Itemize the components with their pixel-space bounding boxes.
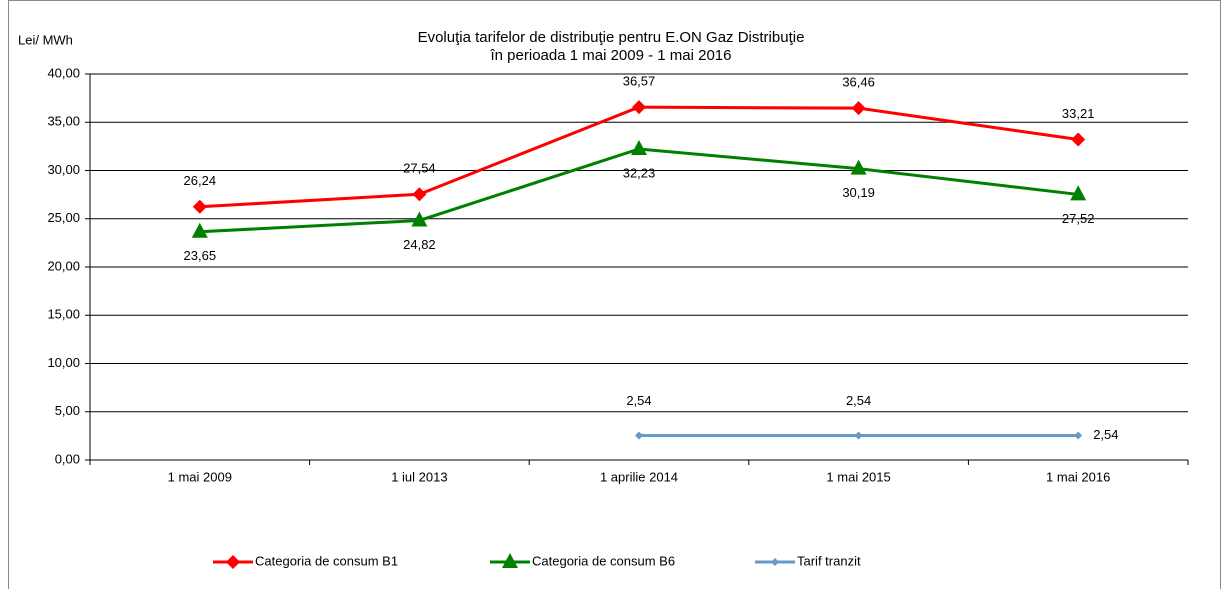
point (191, 222, 208, 238)
x-tick-label: 1 mai 2016 (1046, 469, 1110, 484)
y-tick-label: 5,00 (55, 403, 80, 418)
legend-label: Categoria de consum B6 (532, 553, 675, 568)
x-tick-label: 1 mai 2015 (826, 469, 890, 484)
y-tick-label: 10,00 (47, 355, 80, 370)
chart-frame (8, 0, 1221, 589)
data-label: 2,54 (1093, 427, 1118, 442)
x-tick-label: 1 mai 2009 (168, 469, 232, 484)
data-label: 30,19 (842, 185, 875, 200)
data-label: 36,46 (842, 75, 875, 90)
y-tick-label: 35,00 (47, 114, 80, 129)
point (635, 431, 643, 440)
y-tick-label: 40,00 (47, 65, 80, 80)
legend-label: Tarif tranzit (797, 553, 861, 568)
point (851, 101, 866, 116)
point (854, 431, 863, 440)
chart-subtitle: în perioada 1 mai 2009 - 1 mai 2016 (490, 47, 732, 64)
data-label: 27,54 (403, 161, 436, 176)
point (632, 100, 646, 115)
point (412, 187, 427, 202)
x-tick-label: 1 iul 2013 (391, 469, 447, 484)
x-tick-label: 1 aprilie 2014 (600, 469, 678, 484)
point (1074, 431, 1083, 440)
data-label: 27,52 (1062, 211, 1095, 226)
data-label: 26,24 (184, 173, 217, 188)
point (771, 558, 779, 566)
y-tick-label: 0,00 (55, 451, 80, 466)
chart-title: Evoluţia tarifelor de distribuţie pentru… (418, 29, 805, 46)
point (1070, 185, 1087, 201)
y-axis-label: Lei/ MWh (18, 32, 73, 47)
data-label: 36,57 (623, 74, 656, 89)
point (502, 553, 518, 568)
data-label: 23,65 (184, 248, 217, 263)
point (192, 199, 207, 214)
data-label: 33,21 (1062, 106, 1095, 121)
y-tick-label: 30,00 (47, 162, 80, 177)
data-label: 24,82 (403, 237, 436, 252)
point (411, 211, 428, 227)
point (631, 139, 647, 155)
y-tick-label: 15,00 (47, 307, 80, 322)
data-label: 32,23 (623, 165, 656, 180)
y-tick-label: 25,00 (47, 210, 80, 225)
legend-label: Categoria de consum B1 (255, 553, 398, 568)
point (226, 555, 240, 569)
data-label: 2,54 (626, 393, 651, 408)
y-tick-label: 20,00 (47, 258, 80, 273)
point (850, 159, 867, 175)
data-label: 2,54 (846, 393, 871, 408)
series-line (199, 147, 1079, 234)
point (1071, 132, 1086, 147)
